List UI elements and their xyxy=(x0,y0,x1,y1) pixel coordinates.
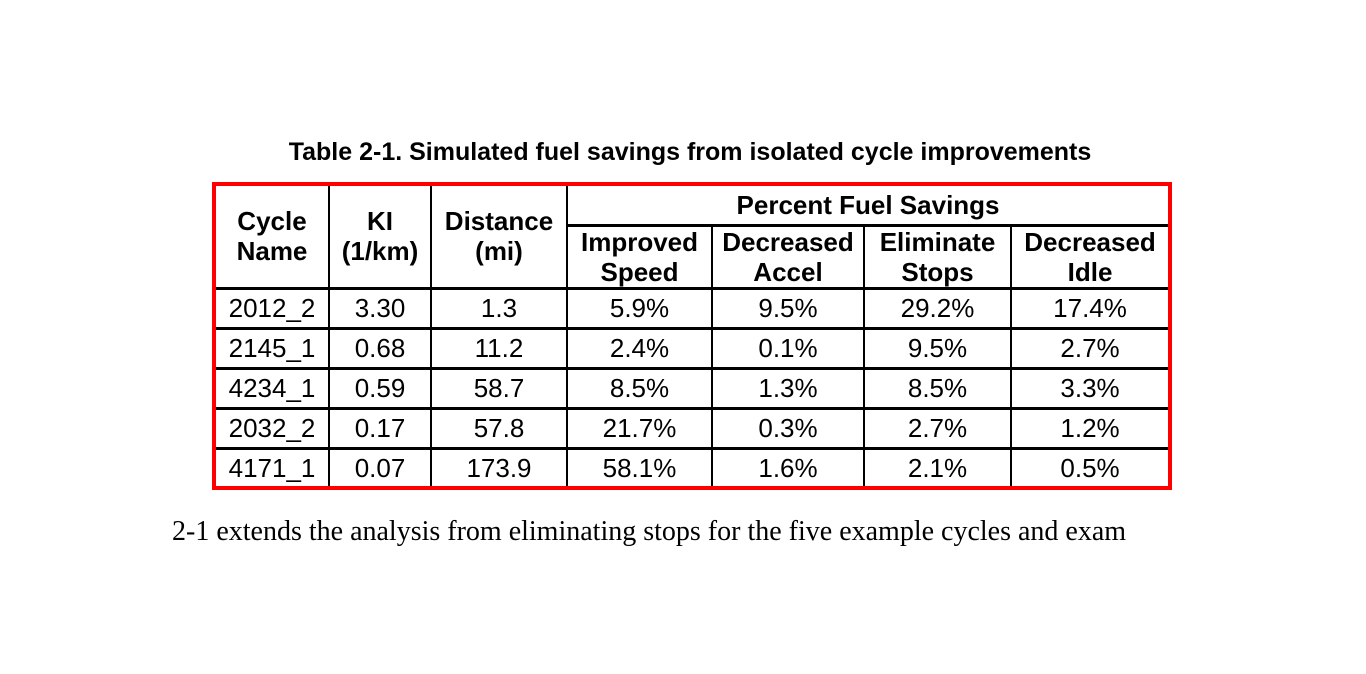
cell-decreased-idle: 3.3% xyxy=(1009,366,1172,410)
cell-decreased-idle: 17.4% xyxy=(1009,286,1172,330)
cell-decreased-accel: 0.1% xyxy=(711,326,865,370)
column-group-header-percent-fuel-savings: Percent Fuel Savings xyxy=(565,182,1172,227)
fuel-savings-table: Cycle Name KI (1/km) Distance (mi) Perce… xyxy=(212,182,1173,490)
cell-distance: 1.3 xyxy=(430,286,568,330)
cell-decreased-accel: 0.3% xyxy=(711,406,865,450)
cell-cycle-name: 2012_2 xyxy=(213,286,330,330)
cell-ki: 0.68 xyxy=(328,326,432,370)
cell-cycle-name: 2145_1 xyxy=(213,326,330,370)
cell-ki: 0.17 xyxy=(328,406,432,450)
cell-eliminate-stops: 2.7% xyxy=(863,406,1012,450)
cell-distance: 58.7 xyxy=(430,366,568,410)
cell-improved-speed: 8.5% xyxy=(566,366,713,410)
cell-ki: 0.07 xyxy=(328,446,432,490)
column-header-improved-speed: Improved Speed xyxy=(566,223,713,290)
cell-decreased-idle: 0.5% xyxy=(1009,446,1172,490)
cell-decreased-idle: 2.7% xyxy=(1009,326,1172,370)
column-header-ki: KI (1/km) xyxy=(328,182,432,290)
cell-distance: 173.9 xyxy=(430,446,568,490)
column-header-eliminate-stops: Eliminate Stops xyxy=(863,223,1012,290)
header-row-sub: Improved Speed Decreased Accel Eliminate… xyxy=(214,223,1172,290)
cell-eliminate-stops: 29.2% xyxy=(863,286,1012,330)
cell-distance: 57.8 xyxy=(430,406,568,450)
cell-decreased-accel: 1.6% xyxy=(711,446,865,490)
table-row: 4234_1 0.59 58.7 8.5% 1.3% 8.5% 3.3% xyxy=(213,366,1172,410)
cell-improved-speed: 5.9% xyxy=(566,286,713,330)
cell-eliminate-stops: 9.5% xyxy=(863,326,1012,370)
cell-improved-speed: 21.7% xyxy=(566,406,713,450)
table-caption: Table 2-1. Simulated fuel savings from i… xyxy=(288,138,1092,166)
table-row: 4171_1 0.07 173.9 58.1% 1.6% 2.1% 0.5% xyxy=(213,446,1172,490)
column-header-decreased-accel: Decreased Accel xyxy=(711,223,865,290)
cell-improved-speed: 2.4% xyxy=(566,326,713,370)
table-row: 2012_2 3.30 1.3 5.9% 9.5% 29.2% 17.4% xyxy=(213,286,1172,330)
column-header-distance: Distance (mi) xyxy=(430,182,568,290)
cell-ki: 0.59 xyxy=(328,366,432,410)
table-row: 2145_1 0.68 11.2 2.4% 0.1% 9.5% 2.7% xyxy=(213,326,1172,370)
cell-cycle-name: 4171_1 xyxy=(213,446,330,490)
table-row: 2032_2 0.17 57.8 21.7% 0.3% 2.7% 1.2% xyxy=(213,406,1172,450)
cell-decreased-idle: 1.2% xyxy=(1009,406,1172,450)
cell-cycle-name: 4234_1 xyxy=(213,366,330,410)
cell-improved-speed: 58.1% xyxy=(566,446,713,490)
header-row-group: Cycle Name KI (1/km) Distance (mi) Perce… xyxy=(213,182,1172,290)
column-header-decreased-idle: Decreased Idle xyxy=(1009,223,1172,290)
column-header-cycle-name: Cycle Name xyxy=(213,182,330,290)
body-text: 2-1 extends the analysis from eliminatin… xyxy=(172,516,1127,547)
cell-distance: 11.2 xyxy=(430,326,568,370)
cell-eliminate-stops: 2.1% xyxy=(863,446,1012,490)
cell-ki: 3.30 xyxy=(328,286,432,330)
cell-decreased-accel: 9.5% xyxy=(711,286,865,330)
cell-eliminate-stops: 8.5% xyxy=(863,366,1012,410)
cell-decreased-accel: 1.3% xyxy=(711,366,865,410)
cell-cycle-name: 2032_2 xyxy=(213,406,330,450)
